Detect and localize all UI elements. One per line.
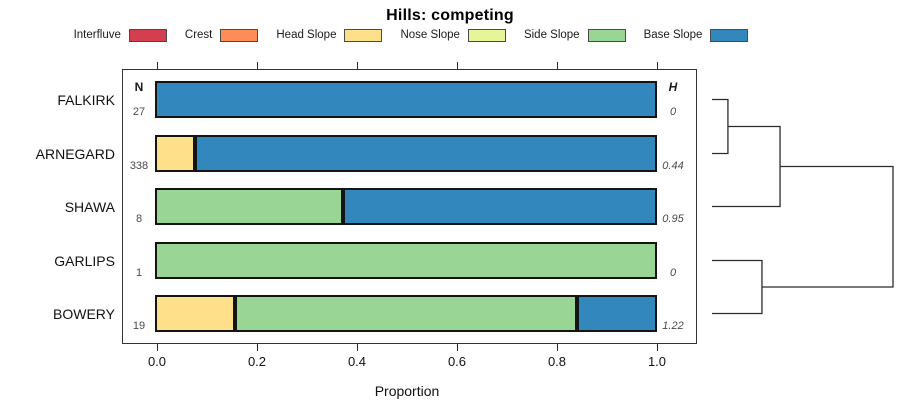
legend-item-nose-slope: Nose Slope <box>400 28 506 42</box>
n-value-shawa: 8 <box>135 213 143 225</box>
row-label-falkirk: FALKIRK <box>57 91 115 108</box>
bar-segment-base-slope <box>155 81 657 118</box>
x-tick-label-0.0: 0.0 <box>147 354 167 369</box>
row-label-shawa: SHAWA <box>64 198 115 215</box>
dendrogram-path <box>712 98 894 315</box>
x-tick-label-1.0: 1.0 <box>647 354 667 369</box>
legend-swatch-base-slope <box>710 28 749 42</box>
n-value-arnegard: 338 <box>129 160 149 172</box>
legend-swatch-nose-slope <box>467 28 506 42</box>
h-value-bowery: 1.22 <box>662 320 684 332</box>
axis-tick-top <box>557 62 558 69</box>
legend: Interfluve Crest Head Slope Nose Slope Side … <box>0 27 822 43</box>
stacked-bar-garlips <box>155 242 657 279</box>
x-tick-label-0.4: 0.4 <box>347 354 367 369</box>
legend-item-head-slope: Head Slope <box>276 28 383 42</box>
n-value-garlips: 1 <box>135 267 143 279</box>
bar-segment-base-slope <box>195 135 657 172</box>
bar-segment-base-slope <box>576 295 657 332</box>
legend-swatch-head-slope <box>344 28 383 42</box>
legend-swatch-side-slope <box>587 28 626 42</box>
legend-item-side-slope: Side Slope <box>523 28 626 42</box>
legend-item-label: Interfluve <box>73 29 121 41</box>
chart-title: Hills: competing <box>386 7 514 24</box>
stacked-bar-falkirk <box>155 81 657 118</box>
legend-item-label: Side Slope <box>523 29 580 41</box>
legend-item-label: Head Slope <box>276 29 337 41</box>
legend-item-label: Nose Slope <box>400 29 460 41</box>
axis-tick-top <box>657 62 658 69</box>
row-label-garlips: GARLIPS <box>54 252 115 269</box>
row-label-bowery: BOWERY <box>53 305 115 322</box>
bar-segment-side-slope <box>235 295 577 332</box>
legend-swatch-interfluve <box>128 28 167 42</box>
x-axis-title: Proportion <box>374 383 440 399</box>
n-value-bowery: 19 <box>132 320 146 332</box>
axis-tick-bottom <box>557 344 558 351</box>
axis-tick-bottom <box>357 344 358 351</box>
axis-tick-bottom <box>257 344 258 351</box>
h-column-header: H <box>668 80 678 94</box>
h-value-arnegard: 0.44 <box>662 160 684 172</box>
legend-swatch-crest <box>220 28 259 42</box>
n-column-header: N <box>134 80 144 94</box>
legend-item-label: Base Slope <box>643 29 703 41</box>
axis-tick-top <box>357 62 358 69</box>
bar-segment-base-slope <box>343 188 657 225</box>
stacked-bar-shawa <box>155 188 657 225</box>
bar-segment-side-slope <box>155 242 657 279</box>
axis-tick-top <box>257 62 258 69</box>
axis-tick-bottom <box>457 344 458 351</box>
axis-tick-top <box>457 62 458 69</box>
n-value-falkirk: 27 <box>132 106 146 118</box>
stacked-bar-bowery <box>155 295 657 332</box>
bar-segment-head-slope <box>155 295 236 332</box>
legend-item-interfluve: Interfluve <box>73 28 167 42</box>
stacked-bar-arnegard <box>155 135 657 172</box>
axis-tick-bottom <box>157 344 158 351</box>
axis-tick-top <box>157 62 158 69</box>
x-tick-label-0.6: 0.6 <box>447 354 467 369</box>
legend-item-base-slope: Base Slope <box>643 28 749 42</box>
h-value-falkirk: 0 <box>669 106 677 118</box>
h-value-garlips: 0 <box>669 267 677 279</box>
h-value-shawa: 0.95 <box>662 213 684 225</box>
legend-item-label: Crest <box>184 29 213 41</box>
x-tick-label-0.2: 0.2 <box>247 354 267 369</box>
x-tick-label-0.8: 0.8 <box>547 354 567 369</box>
bar-segment-side-slope <box>155 188 344 225</box>
axis-tick-bottom <box>657 344 658 351</box>
legend-item-crest: Crest <box>184 28 259 42</box>
bar-segment-head-slope <box>155 135 196 172</box>
row-label-arnegard: ARNEGARD <box>35 145 115 162</box>
